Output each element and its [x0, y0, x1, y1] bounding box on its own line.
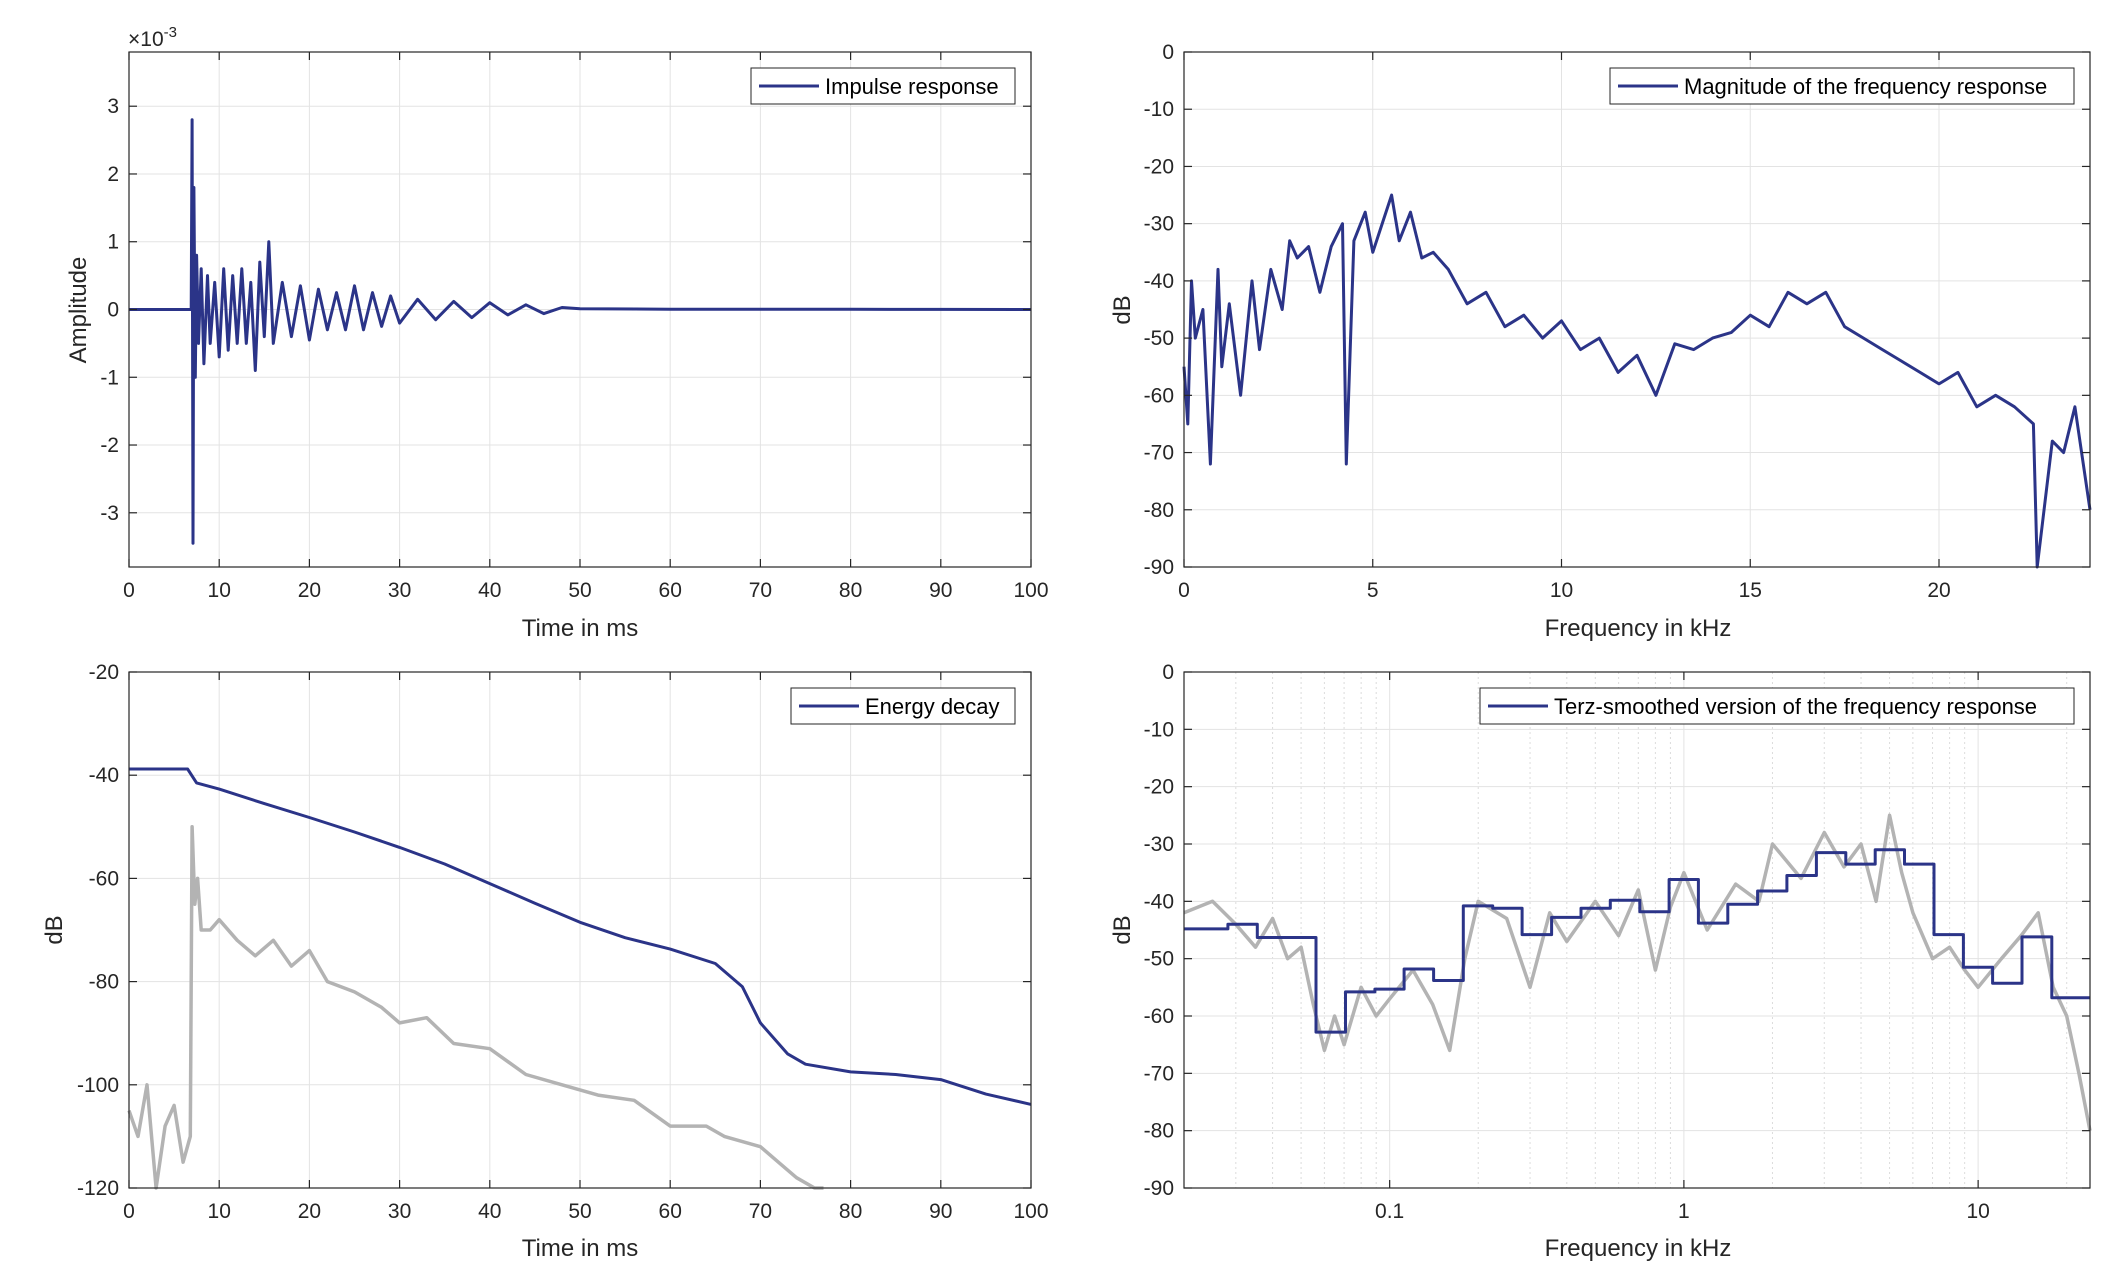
legend-box [1479, 687, 2075, 725]
x-tick-label: 0 [123, 1200, 135, 1223]
magnitude-panel: 0 5 10 15 20 0 -10 -20 -30 -40 -50 -60 -70 -80 -90 Magn… [1144, 41, 2092, 602]
x-tick-label: 0.1 [1375, 1200, 1404, 1223]
energy-xlabel: Time in ms [522, 1235, 638, 1262]
x-tick-label: 100 [1013, 1200, 1048, 1223]
y-tick-label: 1 [107, 231, 119, 254]
legend-label: Impulse response [825, 74, 999, 99]
y-tick-label: -80 [1144, 499, 1174, 522]
x-tick-label: 80 [839, 1200, 862, 1223]
x-tick-label: 5 [1367, 579, 1379, 602]
background-series-line [127, 825, 824, 1190]
x-tick-label: 90 [929, 1200, 952, 1223]
x-tick-label: 0 [1178, 579, 1190, 602]
y-tick-label: -90 [1144, 556, 1174, 579]
y-tick-label: -40 [1144, 890, 1174, 913]
series-line [129, 118, 1032, 545]
terz-xlabel: Frequency in kHz [1545, 1235, 1732, 1262]
x-tick-label: 15 [1739, 579, 1762, 602]
y-tick-label: -20 [1144, 155, 1174, 178]
x-tick-label: 100 [1013, 579, 1048, 602]
y-tick-label: -30 [1144, 833, 1174, 856]
magnitude-xlabel: Frequency in kHz [1545, 615, 1732, 642]
series-line [1184, 848, 2090, 1034]
y-tick-label: -60 [1144, 384, 1174, 407]
x-tick-label: 70 [749, 579, 772, 602]
x-tick-label: 20 [298, 579, 321, 602]
y-tick-label: -10 [1144, 98, 1174, 121]
magnitude-ylabel: dB [1109, 295, 1136, 324]
x-tick-label: 70 [749, 1200, 772, 1223]
x-tick-label: 10 [1966, 1200, 1989, 1223]
x-tick-label: 30 [388, 579, 411, 602]
y-tick-label: -80 [89, 971, 119, 994]
x-tick-label: 20 [1927, 579, 1950, 602]
y-tick-label: -50 [1144, 948, 1174, 971]
series-line [129, 767, 1032, 1106]
terz-ylabel: dB [1109, 915, 1136, 944]
x-tick-label: 10 [1550, 579, 1573, 602]
y-tick-label: -20 [1144, 776, 1174, 799]
impulse-ylabel: Amplitude [65, 257, 92, 364]
x-tick-label: 50 [568, 579, 591, 602]
y-tick-label: -60 [89, 867, 119, 890]
x-tick-label: 90 [929, 579, 952, 602]
y-tick-label: -2 [100, 434, 119, 457]
x-tick-label: 0 [123, 579, 135, 602]
y-tick-label: 0 [107, 299, 119, 322]
y-tick-label: -40 [89, 764, 119, 787]
axes-frame [1183, 671, 2091, 1189]
x-tick-label: 30 [388, 1200, 411, 1223]
y-tick-label: -100 [77, 1074, 119, 1097]
x-tick-label: 10 [208, 579, 231, 602]
x-tick-label: 60 [659, 579, 682, 602]
axes-frame [1183, 51, 2091, 568]
energy-ylabel: dB [41, 915, 68, 944]
energy-decay-panel: 0 10 20 30 40 50 60 70 80 90 100 -20 -40 -60 -80 -100 -1… [77, 661, 1049, 1223]
x-tick-label: 40 [478, 1200, 501, 1223]
y-tick-label: -1 [100, 366, 119, 389]
y-tick-label: -10 [1144, 718, 1174, 741]
series-line [1182, 193, 2092, 569]
legend-label: Terz-smoothed version of the frequency r… [1554, 694, 2037, 719]
x-tick-label: 20 [298, 1200, 321, 1223]
x-tick-label: 40 [478, 579, 501, 602]
legend-label: Energy decay [865, 694, 1000, 719]
x-tick-label: 50 [568, 1200, 591, 1223]
y-tick-label: -60 [1144, 1005, 1174, 1028]
y-tick-label: -90 [1144, 1177, 1174, 1200]
x-tick-label: 60 [659, 1200, 682, 1223]
x-tick-label: 10 [208, 1200, 231, 1223]
y-tick-label: -70 [1144, 442, 1174, 465]
y-tick-label: -40 [1144, 270, 1174, 293]
y-tick-label: 0 [1162, 41, 1174, 64]
terz-smoothed-panel: 0.1 1 10 0 -10 -20 -30 -40 -50 -60 -70 -80 -90 Terz-s… [1144, 661, 2092, 1223]
y-tick-label: -70 [1144, 1062, 1174, 1085]
y-tick-label: 2 [107, 163, 119, 186]
y-tick-label: -30 [1144, 213, 1174, 236]
y-tick-label: -20 [89, 661, 119, 684]
x-tick-label: 80 [839, 579, 862, 602]
legend-label: Magnitude of the frequency response [1684, 74, 2047, 99]
impulse-xlabel: Time in ms [522, 615, 638, 642]
y-tick-label: -50 [1144, 327, 1174, 350]
y-tick-label: -3 [100, 502, 119, 525]
y-tick-label: 0 [1162, 661, 1174, 684]
y-tick-label: -120 [77, 1177, 119, 1200]
impulse-exponent-label: ×10-3 [128, 24, 177, 51]
y-tick-label: -80 [1144, 1120, 1174, 1143]
y-tick-label: 3 [107, 95, 119, 118]
legend-box [1609, 67, 2075, 105]
x-tick-label: 1 [1678, 1200, 1690, 1223]
impulse-response-panel: 0 10 20 30 40 50 60 70 80 90 100 -3 -2 -1 0 1 2 3 Impulse … [100, 51, 1049, 602]
